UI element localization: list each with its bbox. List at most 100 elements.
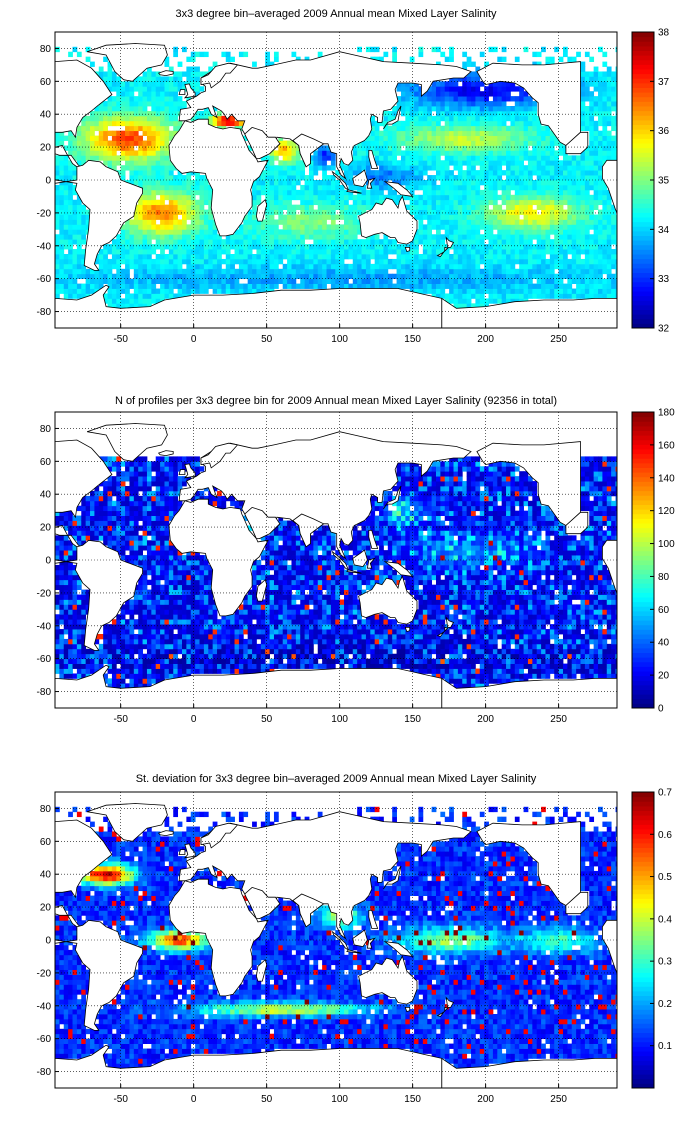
heatmap-cell — [112, 654, 117, 659]
heatmap-cell — [252, 62, 257, 67]
heatmap-cell — [432, 210, 437, 215]
heatmap-cell — [427, 165, 432, 170]
heatmap-cell — [195, 86, 200, 91]
heatmap-cell — [589, 121, 594, 126]
heatmap-cell — [524, 224, 529, 229]
heatmap-cell — [169, 293, 174, 298]
heatmap-cell — [550, 180, 555, 185]
heatmap-cell — [129, 535, 134, 540]
heatmap-cell — [449, 215, 454, 220]
heatmap-cell — [55, 279, 60, 284]
heatmap-cell — [506, 145, 511, 150]
heatmap-cell — [309, 229, 314, 234]
heatmap-cell — [576, 165, 581, 170]
heatmap-cell — [401, 141, 406, 146]
heatmap-cell — [55, 185, 60, 190]
heatmap-cell — [64, 599, 69, 604]
heatmap-cell — [226, 239, 231, 244]
heatmap-cell — [458, 289, 463, 294]
heatmap-cell — [55, 170, 60, 175]
heatmap-cell — [432, 91, 437, 96]
heatmap-cell — [449, 52, 454, 57]
heatmap-cell — [274, 205, 279, 210]
heatmap-cell — [121, 506, 126, 511]
heatmap-cell — [169, 91, 174, 96]
heatmap-cell — [318, 155, 323, 160]
heatmap-cell — [607, 215, 612, 220]
heatmap-cell — [467, 91, 472, 96]
heatmap-cell — [436, 269, 441, 274]
heatmap-cell — [265, 155, 270, 160]
heatmap-cell — [283, 200, 288, 205]
heatmap-cell — [554, 215, 559, 220]
heatmap-cell — [274, 259, 279, 264]
heatmap-cell — [454, 274, 459, 279]
colorbar-segment — [632, 46, 654, 51]
heatmap-cell — [545, 57, 550, 62]
heatmap-cell — [64, 165, 69, 170]
heatmap-cell — [340, 239, 345, 244]
heatmap-cell — [440, 150, 445, 155]
heatmap-cell — [121, 284, 126, 289]
colorbar-tick-label: 36 — [658, 126, 670, 137]
heatmap-cell — [125, 555, 130, 560]
heatmap-cell — [510, 160, 515, 165]
heatmap-cell — [305, 284, 310, 289]
heatmap-cell — [576, 274, 581, 279]
heatmap-cell — [418, 47, 423, 52]
heatmap-cell — [445, 200, 450, 205]
heatmap-cell — [204, 249, 209, 254]
heatmap-cell — [156, 239, 161, 244]
heatmap-cell — [585, 126, 590, 131]
heatmap-cell — [252, 259, 257, 264]
heatmap-cell — [151, 229, 156, 234]
heatmap-cell — [182, 239, 187, 244]
heatmap-cell — [178, 259, 183, 264]
heatmap-cell — [68, 604, 73, 609]
heatmap-cell — [353, 229, 358, 234]
heatmap-cell — [116, 293, 121, 298]
heatmap-cell — [108, 116, 113, 121]
heatmap-cell — [116, 654, 121, 659]
heatmap-cell — [64, 289, 69, 294]
heatmap-cell — [221, 269, 226, 274]
heatmap-cell — [191, 279, 196, 284]
heatmap-cell — [510, 205, 515, 210]
heatmap-cell — [449, 210, 454, 215]
heatmap-cell — [125, 511, 130, 516]
heatmap-cell — [581, 67, 586, 72]
heatmap-cell — [86, 126, 91, 131]
heatmap-cell — [204, 234, 209, 239]
heatmap-cell — [151, 195, 156, 200]
heatmap-cell — [515, 175, 520, 180]
heatmap-cell — [121, 91, 126, 96]
heatmap-cell — [510, 229, 515, 234]
heatmap-cell — [572, 279, 577, 284]
heatmap-cell — [563, 234, 568, 239]
heatmap-cell — [353, 254, 358, 259]
heatmap-cell — [108, 274, 113, 279]
heatmap-cell — [383, 150, 388, 155]
heatmap-cell — [134, 269, 139, 274]
heatmap-cell — [90, 506, 95, 511]
heatmap-cell — [318, 284, 323, 289]
heatmap-cell — [401, 96, 406, 101]
heatmap-cell — [322, 244, 327, 249]
heatmap-cell — [156, 289, 161, 294]
heatmap-cell — [589, 81, 594, 86]
heatmap-cell — [147, 269, 152, 274]
heatmap-cell — [616, 141, 621, 146]
heatmap-cell — [392, 150, 397, 155]
heatmap-cell — [77, 249, 82, 254]
heatmap-cell — [55, 659, 60, 664]
heatmap-cell — [554, 47, 559, 52]
heatmap-cell — [248, 274, 253, 279]
heatmap-cell — [108, 506, 113, 511]
heatmap-cell — [436, 205, 441, 210]
heatmap-cell — [230, 254, 235, 259]
heatmap-cell — [383, 259, 388, 264]
heatmap-cell — [134, 511, 139, 516]
heatmap-cell — [484, 210, 489, 215]
heatmap-cell — [528, 239, 533, 244]
heatmap-cell — [129, 466, 134, 471]
